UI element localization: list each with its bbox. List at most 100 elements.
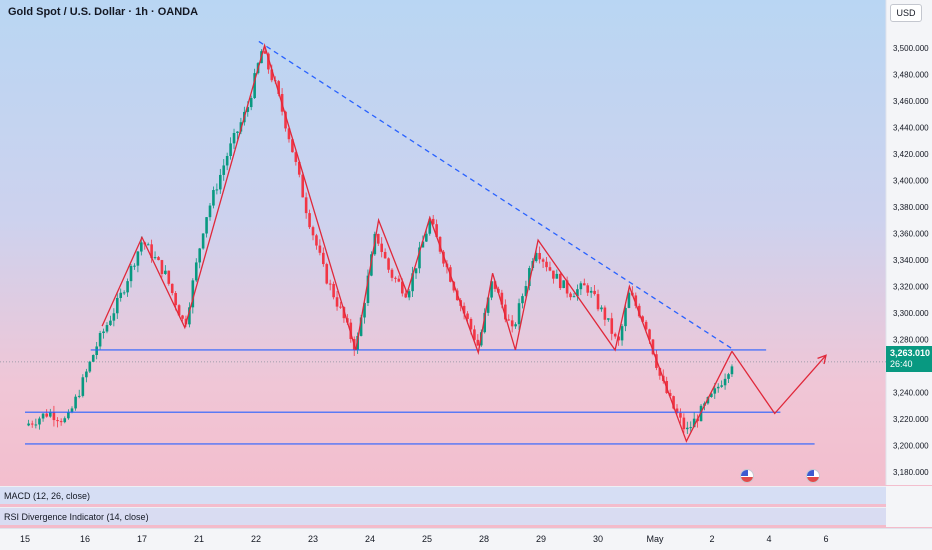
candle-body — [150, 244, 153, 259]
candle-body — [383, 251, 387, 259]
economic-event-flag-icon[interactable] — [806, 469, 820, 483]
candle-body — [270, 69, 274, 81]
candle-body — [558, 273, 562, 289]
candle-body — [582, 283, 586, 286]
candle-body — [284, 111, 287, 129]
x-tick-label: 22 — [250, 534, 262, 544]
candle-body — [363, 302, 366, 318]
candle-body — [462, 305, 466, 314]
candle-body — [174, 293, 177, 306]
time-axis[interactable] — [0, 528, 932, 550]
y-tick-label: 3,300.000 — [893, 309, 929, 318]
candle-body — [600, 307, 603, 310]
candle-countdown: 26:40 — [890, 359, 913, 369]
candle-body — [332, 283, 335, 298]
x-tick-label: 6 — [823, 534, 829, 544]
projection-path — [731, 350, 827, 415]
candle-body — [431, 218, 435, 225]
candle-body — [191, 280, 195, 308]
candle-body — [507, 319, 511, 321]
x-tick-label: 24 — [364, 534, 376, 544]
x-tick-label: 25 — [421, 534, 433, 544]
currency-button[interactable]: USD — [890, 4, 922, 22]
candle-body — [723, 378, 727, 386]
candle-body — [555, 273, 559, 279]
y-tick-label: 3,420.000 — [893, 150, 929, 159]
candle-body — [517, 303, 521, 325]
candle-body — [521, 296, 524, 304]
candle-body — [291, 139, 294, 153]
candle-body — [593, 290, 596, 295]
zigzag-annotation — [101, 43, 733, 443]
candle-body — [215, 189, 219, 191]
y-tick-label: 3,400.000 — [893, 176, 929, 185]
candle-body — [692, 418, 696, 428]
candle-body — [716, 386, 720, 389]
rsi-pane[interactable]: RSI Divergence Indicator (14, close) — [0, 507, 886, 525]
x-tick-label: 23 — [307, 534, 319, 544]
candle-body — [335, 297, 339, 307]
y-tick-label: 3,440.000 — [893, 124, 929, 133]
candle-body — [109, 320, 112, 326]
candle-body — [212, 190, 215, 206]
y-tick-label: 3,380.000 — [893, 203, 929, 212]
candle-body — [552, 270, 555, 279]
candle-body — [528, 268, 531, 287]
candle-body — [157, 257, 160, 261]
x-tick-label: 4 — [766, 534, 772, 544]
candle-body — [589, 290, 593, 293]
candle-body — [318, 245, 322, 253]
candle-body — [668, 393, 672, 397]
candle-body — [675, 408, 679, 414]
economic-event-flag-icon[interactable] — [740, 469, 754, 483]
candle-body — [315, 235, 318, 246]
candle-body — [112, 313, 116, 321]
current-price-value: 3,263.010 — [890, 348, 931, 358]
candle-body — [603, 307, 607, 320]
candle-body — [524, 286, 528, 297]
candle-body — [356, 335, 359, 351]
candle-body — [297, 161, 301, 175]
candle-body — [67, 412, 70, 419]
candle-body — [727, 374, 730, 379]
candle-body — [500, 292, 504, 305]
candle-body — [366, 275, 370, 303]
candle-body — [181, 315, 184, 319]
y-tick-label: 3,460.000 — [893, 97, 929, 106]
candle-body — [218, 174, 222, 190]
candle-body — [287, 128, 291, 140]
x-tick-label: 17 — [136, 534, 148, 544]
candle-body — [493, 281, 497, 289]
candle-body — [648, 329, 651, 340]
candle-body — [222, 165, 226, 175]
candle-body — [466, 313, 469, 319]
candle-body — [253, 73, 256, 99]
candle-body — [710, 393, 713, 397]
candle-body — [88, 361, 92, 372]
candle-body — [641, 316, 644, 322]
candle-body — [229, 143, 232, 156]
descending-trendline — [258, 40, 733, 350]
candle-body — [170, 283, 174, 294]
macd-pane[interactable]: MACD (12, 26, close) — [0, 486, 886, 504]
candle-body — [102, 331, 105, 334]
y-tick-label: 3,340.000 — [893, 256, 929, 265]
candle-body — [98, 333, 102, 347]
candle-body — [136, 251, 140, 266]
candle-body — [617, 336, 620, 341]
candle-body — [167, 270, 171, 284]
candle-body — [81, 377, 85, 396]
y-tick-label: 3,480.000 — [893, 71, 929, 80]
candle-body — [548, 267, 552, 271]
candle-body — [720, 385, 723, 387]
candle-body — [205, 217, 208, 234]
candle-body — [545, 261, 548, 268]
candle-body — [34, 424, 38, 426]
chart-title: Gold Spot / U.S. Dollar · 1h · OANDA — [8, 6, 199, 18]
candle-body — [188, 307, 191, 325]
candle-body — [418, 247, 421, 269]
candle-body — [407, 291, 411, 298]
y-tick-label: 3,240.000 — [893, 388, 929, 397]
